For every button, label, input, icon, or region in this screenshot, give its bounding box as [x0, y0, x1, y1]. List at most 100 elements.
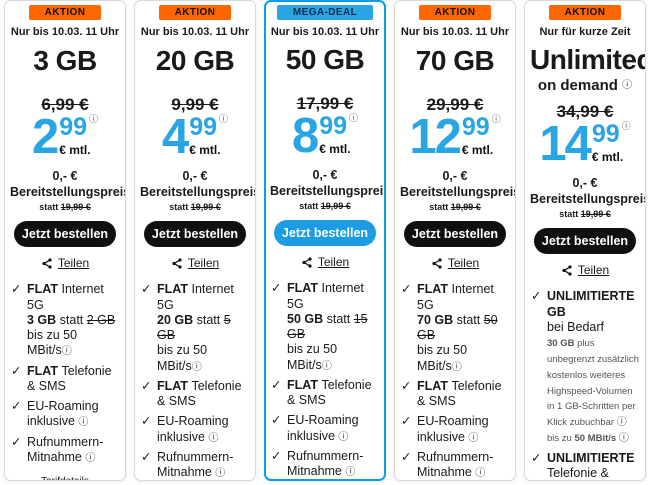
price-integer: 2: [31, 110, 59, 164]
setup-old-prefix: statt: [299, 201, 321, 212]
feature-item: ✓ Rufnummern-Mitnahme ⓘ: [271, 449, 379, 479]
share-link[interactable]: Teilen: [400, 256, 510, 270]
check-icon: ✓: [401, 378, 412, 393]
info-icon[interactable]: ⓘ: [621, 121, 631, 131]
feature-text-segment: bis zu 50 MBit/s: [157, 343, 208, 373]
setup-old-value: 19,99 €: [450, 202, 481, 213]
availability-text: Nur bis 10.03. 11 Uhr: [400, 26, 510, 38]
plan-title: Unlimited: [530, 44, 646, 75]
order-button[interactable]: Jetzt bestellen: [534, 228, 636, 255]
setup-old-value: 19,99 €: [580, 209, 611, 220]
price-unit: € mtl.: [319, 142, 351, 156]
setup-price-block: 0,- € Bereitstellungspreis statt 19,99 €: [400, 169, 515, 213]
order-button[interactable]: Jetzt bestellen: [144, 221, 246, 248]
setup-old-price: statt 19,99 €: [530, 209, 640, 219]
check-icon: ✓: [11, 434, 22, 449]
price-integer: 4: [161, 110, 189, 164]
promo-badge: AKTION: [28, 5, 102, 20]
info-icon[interactable]: ⓘ: [451, 361, 462, 373]
share-link[interactable]: Teilen: [270, 255, 380, 269]
price-integer: 8: [291, 109, 319, 163]
share-link[interactable]: Teilen: [140, 256, 250, 270]
order-button[interactable]: Jetzt bestellen: [274, 220, 376, 247]
price-unit: € mtl.: [591, 150, 624, 164]
feature-list: ✓ UNLIMITIERTE GB bei Bedarf 30 GB plus unb…: [530, 289, 640, 480]
feature-text-segment: bis zu 50 MBit/s: [27, 328, 78, 358]
feature-text-segment: 2 GB: [86, 312, 116, 327]
info-icon[interactable]: ⓘ: [616, 417, 627, 429]
setup-old-prefix: statt: [429, 202, 451, 213]
feature-text-segment: bis zu 50 MBit/s: [287, 342, 338, 372]
info-icon[interactable]: ⓘ: [191, 361, 202, 373]
info-icon[interactable]: ⓘ: [208, 432, 219, 444]
promo-badge: AKTION: [418, 5, 492, 20]
feature-text-segment: Internet 5G: [417, 282, 494, 312]
check-icon: ✓: [141, 414, 152, 429]
info-icon[interactable]: ⓘ: [475, 468, 486, 480]
info-icon[interactable]: ⓘ: [85, 452, 96, 464]
feature-text: FLAT Telefonie & SMS: [27, 364, 119, 395]
price-decimal: 99: [591, 120, 620, 148]
setup-price: 0,- €: [572, 176, 598, 191]
info-icon[interactable]: ⓘ: [618, 432, 629, 444]
info-icon[interactable]: ⓘ: [338, 431, 349, 443]
feature-item: ✓ FLAT Telefonie & SMS: [271, 378, 379, 409]
info-icon[interactable]: ⓘ: [349, 113, 359, 123]
setup-price-label: Bereitstellungspreis: [270, 183, 386, 198]
tarifdetails-link[interactable]: Tarifdetails: [10, 476, 120, 480]
plan-subtitle-label: on demand: [537, 77, 618, 94]
feature-list: ✓ FLAT Internet 5G 70 GB statt 50 GB bis zu…: [400, 282, 510, 480]
feature-text-segment: Telefonie & SMS: [157, 378, 242, 409]
tariff-card: AKTION Nur bis 10.03. 11 Uhr 20 GB 9,99 …: [134, 0, 256, 481]
card-links: Tarifdetails Produktinformationsblatt: [10, 470, 120, 480]
feature-list: ✓ FLAT Internet 5G 20 GB statt 5 GB bis zu …: [140, 282, 250, 480]
info-icon[interactable]: ⓘ: [345, 467, 356, 479]
setup-price: 0,- €: [52, 169, 78, 184]
tariff-card: AKTION Nur bis 10.03. 11 Uhr 3 GB 6,99 €…: [4, 0, 126, 481]
info-icon[interactable]: ⓘ: [491, 114, 501, 124]
feature-text-segment: bis zu: [547, 432, 575, 444]
share-label: Teilen: [57, 256, 90, 271]
feature-text-segment: FLAT: [417, 378, 452, 393]
info-icon[interactable]: ⓘ: [622, 80, 633, 91]
plan-title: 20 GB: [155, 45, 235, 76]
info-icon[interactable]: ⓘ: [215, 468, 226, 480]
feature-text: EU-Roaming inklusive ⓘ: [157, 414, 249, 445]
feature-text-segment: UNLIMITIERTE GB: [547, 289, 635, 319]
feature-text-segment: EU-Roaming inklusive: [417, 414, 489, 444]
feature-text-segment: EU-Roaming inklusive: [157, 414, 229, 444]
share-link[interactable]: Teilen: [530, 263, 640, 277]
info-icon[interactable]: ⓘ: [89, 114, 99, 124]
feature-item: ✓ Rufnummern-Mitnahme ⓘ: [141, 450, 249, 480]
info-icon[interactable]: ⓘ: [61, 346, 72, 358]
setup-price-block: 0,- € Bereitstellungspreis statt 19,99 €: [270, 168, 386, 212]
old-price: 6,99 €: [41, 95, 89, 114]
feature-text: FLAT Internet 5G 20 GB statt 5 GB bis zu 5…: [157, 282, 249, 374]
info-icon[interactable]: ⓘ: [321, 360, 332, 372]
plan-title: 50 GB: [285, 44, 365, 75]
tariff-card: AKTION Nur bis 10.03. 11 Uhr 70 GB 29,99…: [394, 0, 516, 481]
old-price: 9,99 €: [171, 95, 219, 114]
share-link[interactable]: Teilen: [10, 256, 120, 270]
feature-text: FLAT Internet 5G 50 GB statt 15 GB bis zu …: [287, 281, 379, 373]
feature-text-segment: Telefonie & SMS: [27, 363, 112, 393]
order-button[interactable]: Jetzt bestellen: [404, 221, 506, 248]
info-icon[interactable]: ⓘ: [219, 114, 229, 124]
info-icon[interactable]: ⓘ: [78, 417, 89, 429]
feature-text-segment: statt: [196, 312, 224, 327]
feature-text-segment: 5 GB: [157, 312, 231, 343]
feature-item: ✓ UNLIMITIERTE Telefonie & SMS: [531, 451, 639, 480]
check-icon: ✓: [271, 413, 282, 428]
feature-text-segment: statt: [456, 312, 484, 327]
share-label: Teilen: [447, 256, 480, 271]
info-icon[interactable]: ⓘ: [468, 432, 479, 444]
feature-text-segment: FLAT: [287, 377, 322, 392]
feature-text: UNLIMITIERTE Telefonie & SMS: [547, 451, 639, 480]
order-button[interactable]: Jetzt bestellen: [14, 221, 116, 248]
feature-item: ✓ FLAT Internet 5G 20 GB statt 5 GB bis zu …: [141, 282, 249, 374]
price-decimal: 99: [461, 113, 490, 141]
availability-text: Nur bis 10.03. 11 Uhr: [270, 26, 380, 38]
availability-text: Nur bis 10.03. 11 Uhr: [10, 26, 120, 38]
feature-text-segment: Telefonie & SMS: [287, 377, 372, 408]
